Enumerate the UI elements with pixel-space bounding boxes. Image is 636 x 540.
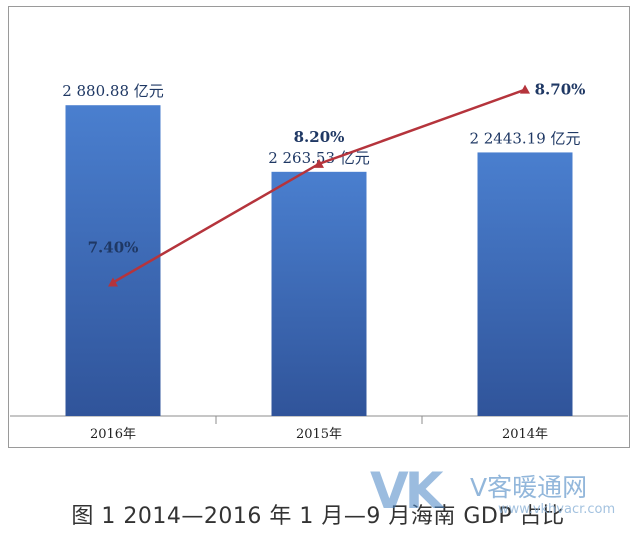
x-tick-label: 2015年 bbox=[296, 427, 342, 442]
figure-caption: 图 1 2014—2016 年 1 月—9 月海南 GDP 占比 bbox=[71, 504, 565, 529]
watermark-text: V客暖通网 bbox=[470, 473, 588, 502]
line-point bbox=[520, 84, 530, 94]
bar-value-label: 2 263.53 亿元 bbox=[268, 149, 370, 167]
line-point bbox=[108, 277, 118, 287]
x-tick-label: 2014年 bbox=[502, 427, 548, 442]
watermark-logo: VK bbox=[370, 462, 443, 520]
line-point bbox=[314, 158, 324, 168]
bar-2015年 bbox=[271, 171, 367, 416]
chart: 2 880.88 亿元 2 263.53 亿元 2 2443.19 亿元 2016年 2… bbox=[10, 81, 628, 442]
bar-2014年 bbox=[477, 152, 573, 416]
bar-value-label: 2 2443.19 亿元 bbox=[469, 129, 580, 147]
watermark: VK V客暖通网 www.vkhvacr.com bbox=[370, 462, 630, 522]
line-value-label: 7.40% bbox=[88, 239, 139, 257]
line-value-label: 8.20% bbox=[294, 128, 345, 146]
line-value-label: 8.70% bbox=[535, 81, 586, 99]
x-tick-label: 2016年 bbox=[90, 427, 136, 442]
bar-value-label: 2 880.88 亿元 bbox=[62, 82, 164, 100]
watermark-url: www.vkhvacr.com bbox=[498, 502, 616, 517]
bar-2016年 bbox=[65, 105, 161, 416]
